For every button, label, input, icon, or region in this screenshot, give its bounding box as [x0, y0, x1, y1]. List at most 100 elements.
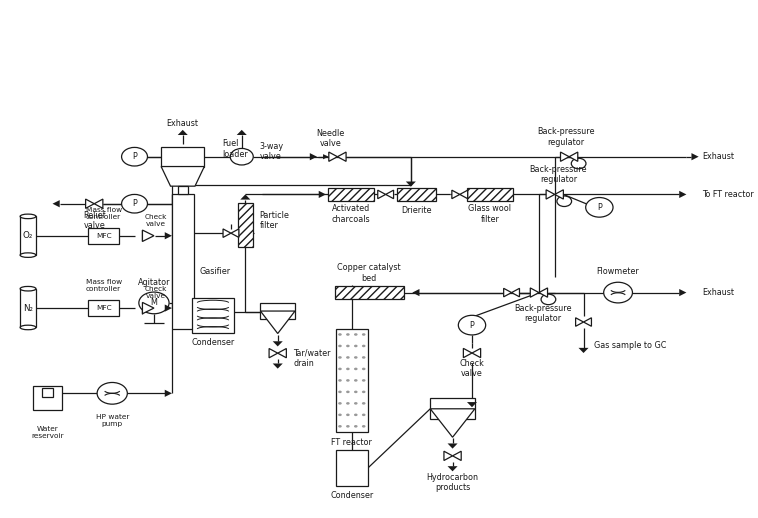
Text: HP water
pump: HP water pump	[96, 414, 129, 427]
Circle shape	[346, 391, 349, 393]
Ellipse shape	[20, 286, 36, 291]
Polygon shape	[329, 152, 337, 162]
Circle shape	[362, 425, 365, 428]
Polygon shape	[546, 190, 555, 199]
Polygon shape	[310, 153, 317, 161]
Circle shape	[362, 402, 365, 405]
Circle shape	[139, 292, 169, 314]
Text: Check
valve: Check valve	[144, 214, 167, 227]
Text: Copper catalyst
bed: Copper catalyst bed	[337, 263, 401, 283]
Bar	[161, 147, 205, 166]
Ellipse shape	[20, 325, 36, 330]
Circle shape	[97, 382, 127, 404]
Bar	[334, 286, 404, 299]
Circle shape	[338, 344, 342, 347]
Text: To FT reactor: To FT reactor	[702, 190, 754, 199]
Circle shape	[346, 368, 349, 370]
Circle shape	[338, 413, 342, 416]
Circle shape	[346, 344, 349, 347]
Circle shape	[338, 368, 342, 370]
Bar	[396, 188, 437, 201]
Circle shape	[354, 379, 358, 382]
Text: 3-way
valve: 3-way valve	[260, 142, 283, 161]
Polygon shape	[444, 451, 453, 461]
Circle shape	[362, 379, 365, 382]
Text: Mass flow
controller: Mass flow controller	[86, 279, 121, 292]
Circle shape	[572, 159, 586, 169]
Circle shape	[362, 344, 365, 347]
Circle shape	[354, 425, 358, 428]
Bar	[20, 217, 36, 255]
Polygon shape	[679, 289, 687, 296]
Circle shape	[338, 379, 342, 382]
Bar	[33, 385, 62, 410]
Text: Condenser: Condenser	[330, 491, 374, 500]
Circle shape	[362, 368, 365, 370]
Polygon shape	[261, 311, 295, 334]
Polygon shape	[164, 390, 172, 397]
Circle shape	[121, 194, 148, 213]
Ellipse shape	[20, 214, 36, 219]
Text: Back-pressure
regulator: Back-pressure regulator	[537, 127, 594, 147]
Polygon shape	[223, 229, 231, 237]
Polygon shape	[86, 199, 94, 208]
Text: FT reactor: FT reactor	[331, 438, 372, 447]
Circle shape	[346, 356, 349, 359]
Polygon shape	[337, 152, 346, 162]
Polygon shape	[447, 443, 458, 449]
Text: Check
valve: Check valve	[459, 359, 484, 378]
Polygon shape	[569, 152, 578, 162]
Polygon shape	[472, 349, 481, 357]
Circle shape	[362, 413, 365, 416]
Text: Relief
valve: Relief valve	[83, 211, 105, 231]
Circle shape	[354, 344, 358, 347]
Polygon shape	[161, 166, 205, 186]
Circle shape	[354, 368, 358, 370]
Text: Needle
valve: Needle valve	[316, 129, 344, 148]
Polygon shape	[503, 289, 512, 297]
Bar	[42, 388, 52, 397]
Text: P: P	[470, 321, 475, 329]
Bar	[336, 329, 368, 432]
Polygon shape	[52, 200, 60, 207]
Polygon shape	[452, 190, 460, 199]
Bar	[336, 450, 368, 486]
Bar	[328, 188, 374, 201]
Circle shape	[346, 402, 349, 405]
Polygon shape	[575, 318, 584, 326]
Circle shape	[362, 356, 365, 359]
Text: Back-pressure
regulator: Back-pressure regulator	[530, 165, 587, 184]
Circle shape	[338, 402, 342, 405]
Bar	[192, 298, 233, 334]
Circle shape	[362, 391, 365, 393]
Circle shape	[354, 356, 358, 359]
Polygon shape	[164, 232, 172, 239]
Bar	[261, 303, 295, 319]
Text: Gas sample to GC: Gas sample to GC	[594, 341, 667, 350]
Polygon shape	[177, 130, 188, 135]
Polygon shape	[386, 190, 393, 199]
Text: Fuel
loader: Fuel loader	[222, 139, 248, 159]
Bar	[89, 300, 119, 316]
Polygon shape	[406, 181, 416, 186]
Polygon shape	[431, 409, 475, 437]
Text: Activated
charcoals: Activated charcoals	[332, 205, 371, 224]
Bar	[89, 228, 119, 243]
Text: Tar/water
drain: Tar/water drain	[293, 349, 331, 368]
Polygon shape	[269, 349, 277, 358]
Polygon shape	[679, 191, 687, 198]
Circle shape	[354, 333, 358, 336]
Circle shape	[541, 294, 556, 305]
Polygon shape	[164, 305, 172, 312]
Circle shape	[346, 425, 349, 428]
Polygon shape	[277, 349, 287, 358]
Bar	[467, 188, 513, 201]
Ellipse shape	[20, 253, 36, 257]
Text: Exhaust: Exhaust	[167, 119, 199, 128]
Polygon shape	[412, 289, 419, 296]
Text: P: P	[132, 199, 137, 208]
Bar	[238, 204, 253, 248]
Polygon shape	[584, 318, 591, 326]
Circle shape	[346, 413, 349, 416]
Circle shape	[354, 391, 358, 393]
